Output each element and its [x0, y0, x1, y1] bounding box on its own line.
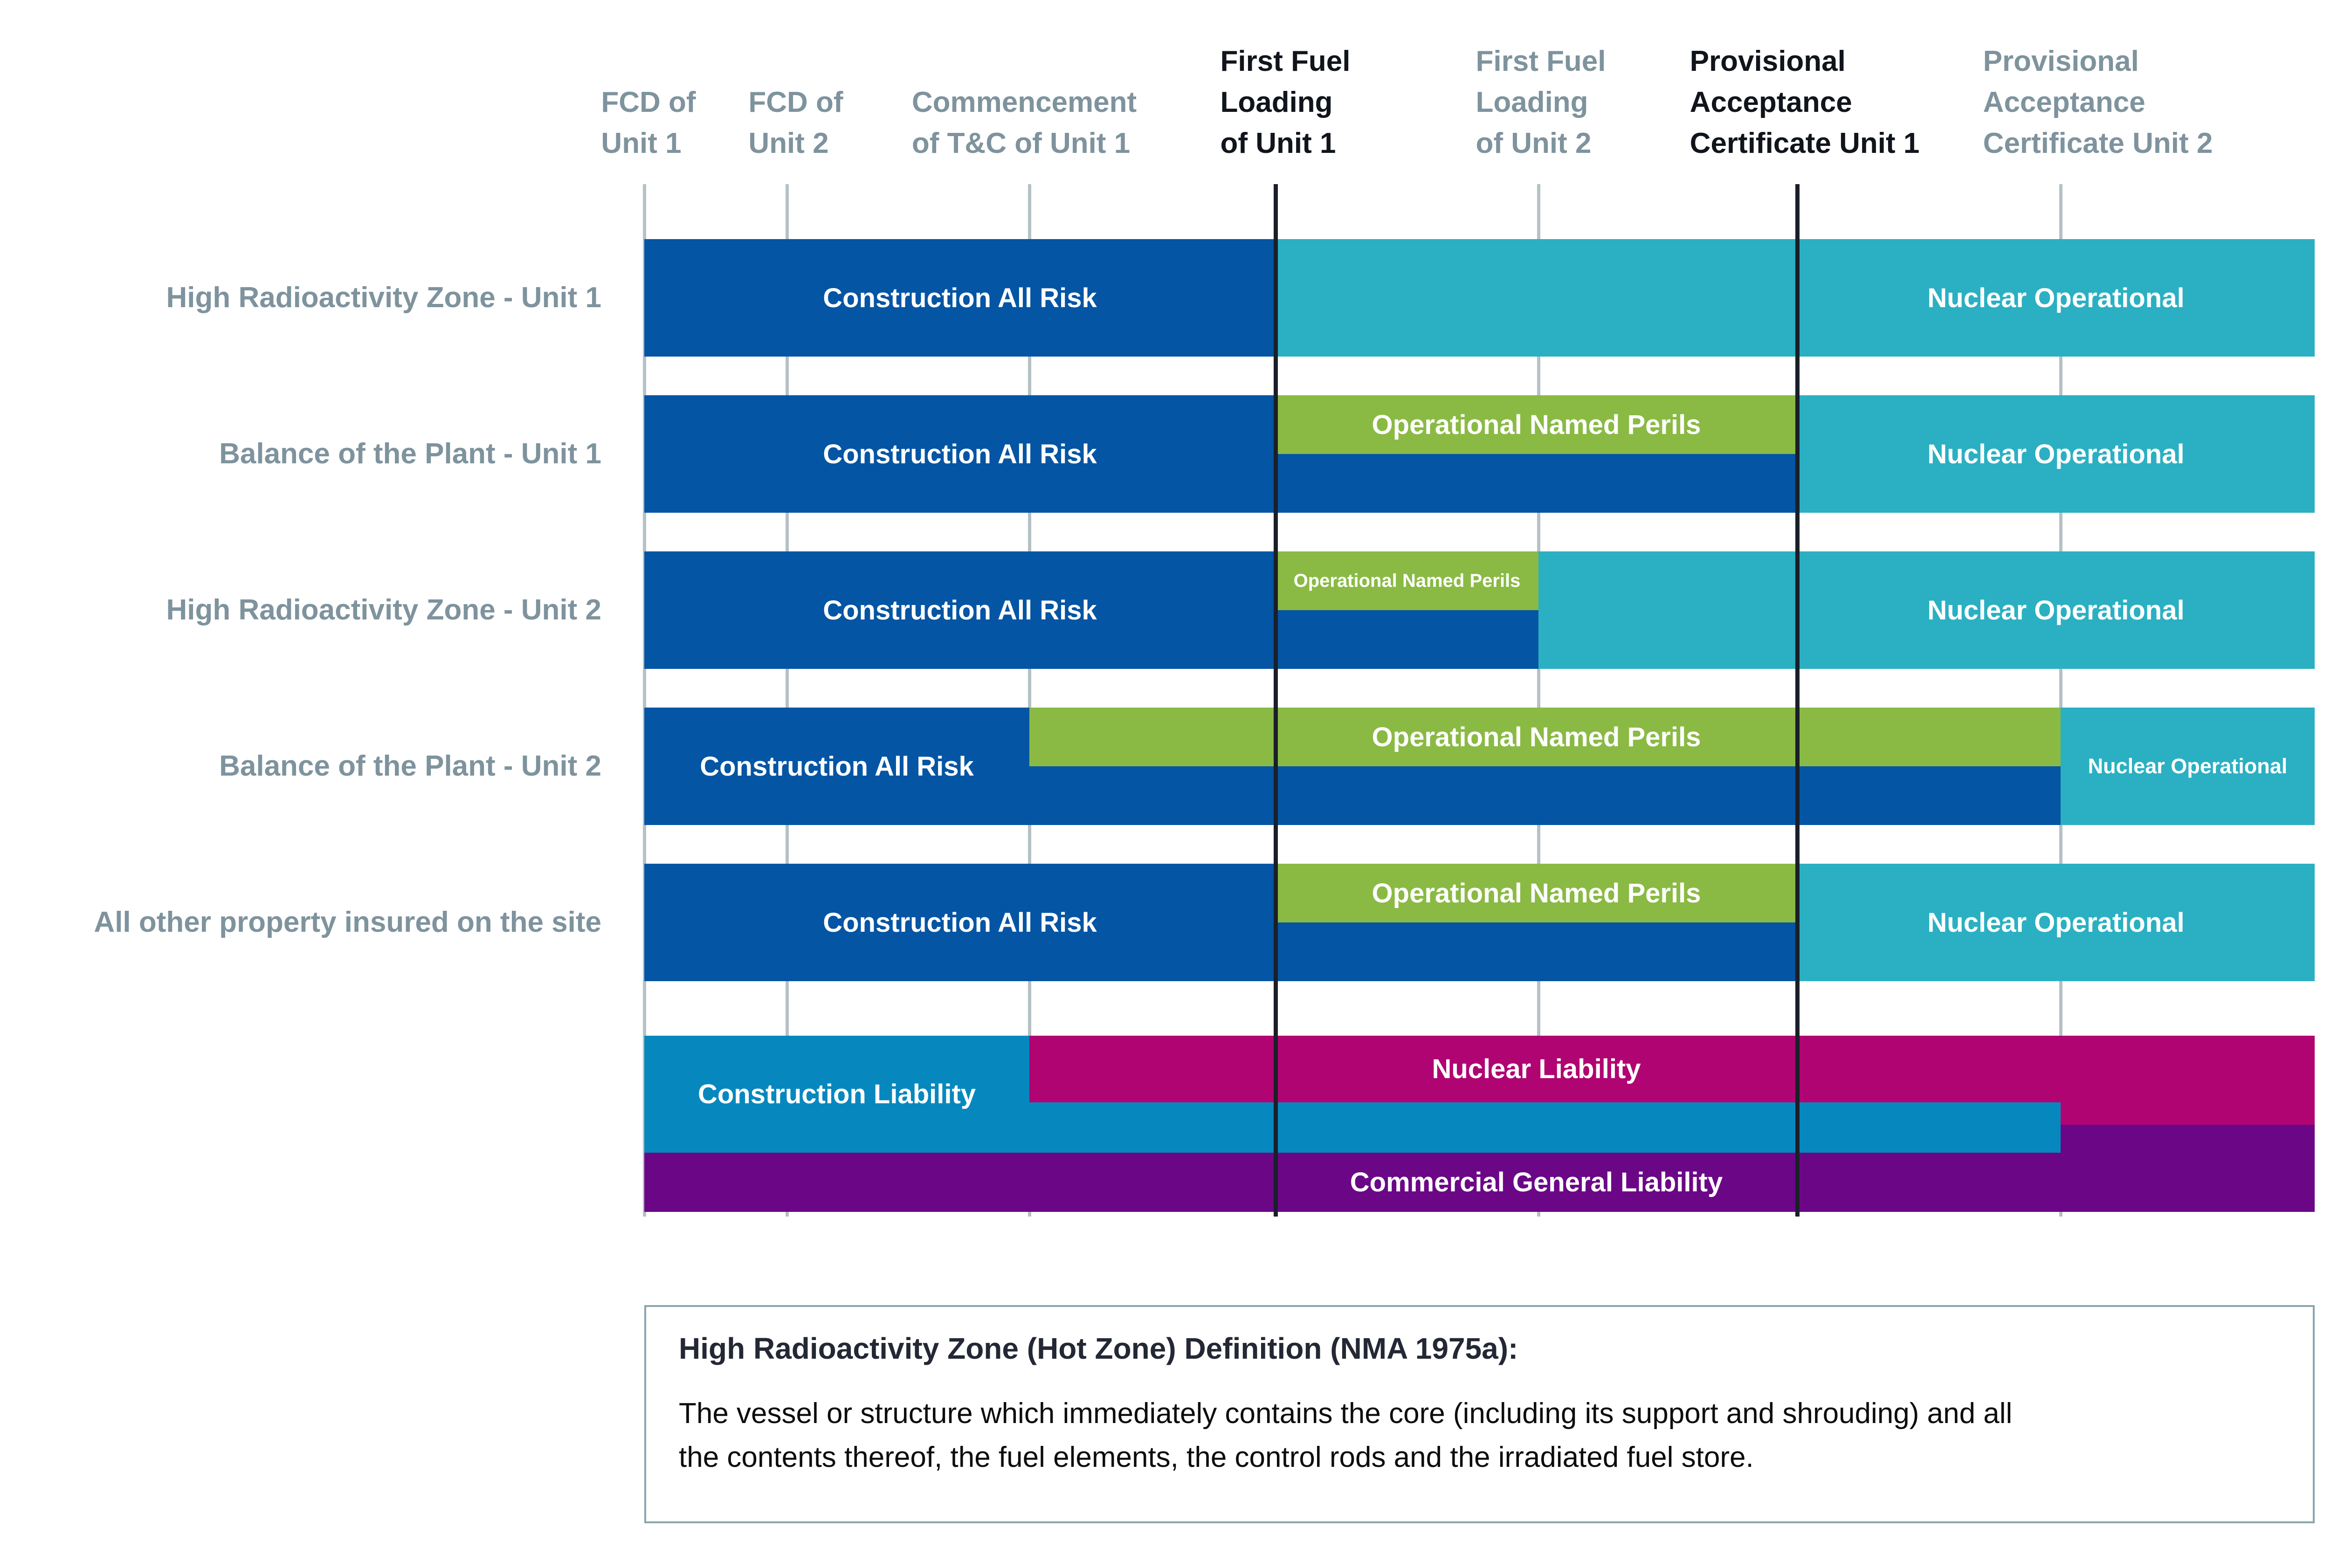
- bar-label-bop1-onp: Operational Named Perils: [1372, 409, 1701, 440]
- bar-label-nuclear-liability: Nuclear Liability: [1432, 1054, 1641, 1084]
- milestone-header-first-fuel-loading-unit2: First Fuel Loading of Unit 2: [1476, 45, 1606, 159]
- gridline-fcd-unit2: [786, 184, 789, 1217]
- bar-label-construction-liability: Construction Liability: [697, 1079, 976, 1109]
- row-label-bop-unit1: Balance of the Plant - Unit 1: [219, 438, 601, 470]
- bar-bop1-nuclear-operational: [1797, 395, 2315, 513]
- bar-label-bop2-onp: Operational Named Perils: [1372, 722, 1701, 752]
- row-label-hrz-unit2: High Radioactivity Zone - Unit 2: [166, 594, 601, 626]
- milestone-header-provisional-acceptance-unit1: Provisional Acceptance Certificate Unit …: [1690, 45, 1920, 159]
- milestone-header-fcd-unit1: FCD of Unit 1: [601, 86, 696, 159]
- bar-commercial-general-liability-right: [2061, 1125, 2315, 1212]
- gridline-provisional-acceptance-unit1: [1795, 184, 1800, 1217]
- bar-hrz2-construction-all-risk: [644, 551, 1276, 669]
- bar-bop1-construction-all-risk: [644, 395, 1276, 513]
- row-label-hrz-unit1: High Radioactivity Zone - Unit 1: [166, 282, 601, 314]
- bar-commercial-general-liability: [644, 1153, 2061, 1212]
- bar-allprop-construction-all-risk: [644, 864, 1276, 981]
- hot-zone-definition-title: High Radioactivity Zone (Hot Zone) Defin…: [679, 1332, 1518, 1365]
- bar-hrz2-nuclear-operational: [1538, 551, 2315, 669]
- milestone-header-first-fuel-loading-unit1: First Fuel Loading of Unit 1: [1220, 45, 1351, 159]
- bar-label-allprop-car: Construction All Risk: [823, 907, 1097, 938]
- bar-label-bop1-car: Construction All Risk: [823, 439, 1097, 469]
- row-label-bop-unit2: Balance of the Plant - Unit 2: [219, 750, 601, 782]
- bar-label-hrz1-nop: Nuclear Operational: [1927, 282, 2185, 313]
- gridline-fcd-unit1: [643, 184, 646, 1217]
- bar-bop1-car-under-onp: [1276, 454, 1797, 513]
- bar-label-allprop-onp: Operational Named Perils: [1372, 878, 1701, 908]
- milestone-header-fcd-unit2: FCD of Unit 2: [748, 86, 843, 159]
- gridline-first-fuel-loading-unit2: [1537, 184, 1540, 1217]
- bar-label-hrz2-nop: Nuclear Operational: [1927, 595, 2185, 626]
- bar-hrz1-nuclear-operational: [1276, 239, 2315, 357]
- bar-label-bop2-car: Construction All Risk: [700, 751, 974, 782]
- bar-allprop-operational-named-perils: [1276, 864, 1797, 922]
- bar-nuclear-liability: [1029, 1036, 2061, 1102]
- bar-construction-liability-strip: [1029, 1102, 2061, 1153]
- bar-label-hrz2-onp: Operational Named Perils: [1293, 570, 1521, 591]
- bar-nuclear-liability-right: [2061, 1036, 2315, 1125]
- bar-allprop-car-under-onp: [1276, 922, 1797, 981]
- milestone-header-provisional-acceptance-unit2: Provisional Acceptance Certificate Unit …: [1983, 45, 2213, 159]
- bar-hrz2-car-under-onp: [1276, 610, 1538, 669]
- bar-hrz1-construction-all-risk: [644, 239, 1276, 357]
- gridline-commencement-tc-unit1: [1028, 184, 1031, 1217]
- milestone-header-commencement-tc-unit1: Commencement of T&C of Unit 1: [911, 86, 1137, 159]
- row-label-all-other-property: All other property insured on the site: [94, 906, 601, 938]
- gridline-provisional-acceptance-unit2: [2059, 184, 2062, 1217]
- bar-bop2-nuclear-operational: [2061, 708, 2315, 825]
- hot-zone-definition-body: The vessel or structure which immediatel…: [679, 1397, 2013, 1473]
- bar-bop2-operational-named-perils: [1029, 708, 2061, 766]
- bar-bop1-operational-named-perils: [1276, 395, 1797, 454]
- bar-bop2-construction-all-risk: [644, 708, 1029, 825]
- hot-zone-definition-box: High Radioactivity Zone (Hot Zone) Defin…: [644, 1305, 2315, 1523]
- bar-construction-liability-block: [644, 1036, 1029, 1153]
- bar-bop2-car-under-onp: [1029, 766, 2061, 825]
- gridline-first-fuel-loading-unit1: [1274, 184, 1278, 1217]
- bar-label-bop2-nop: Nuclear Operational: [2088, 754, 2288, 778]
- bar-label-allprop-nop: Nuclear Operational: [1927, 907, 2185, 938]
- bar-label-bop1-nop: Nuclear Operational: [1927, 439, 2185, 469]
- bar-label-hrz1-car: Construction All Risk: [823, 282, 1097, 313]
- bar-allprop-nuclear-operational: [1797, 864, 2315, 981]
- bar-hrz2-operational-named-perils: [1276, 551, 1538, 610]
- bar-label-hrz2-car: Construction All Risk: [823, 595, 1097, 626]
- bar-label-commercial-general-liability: Commercial General Liability: [1350, 1167, 1723, 1197]
